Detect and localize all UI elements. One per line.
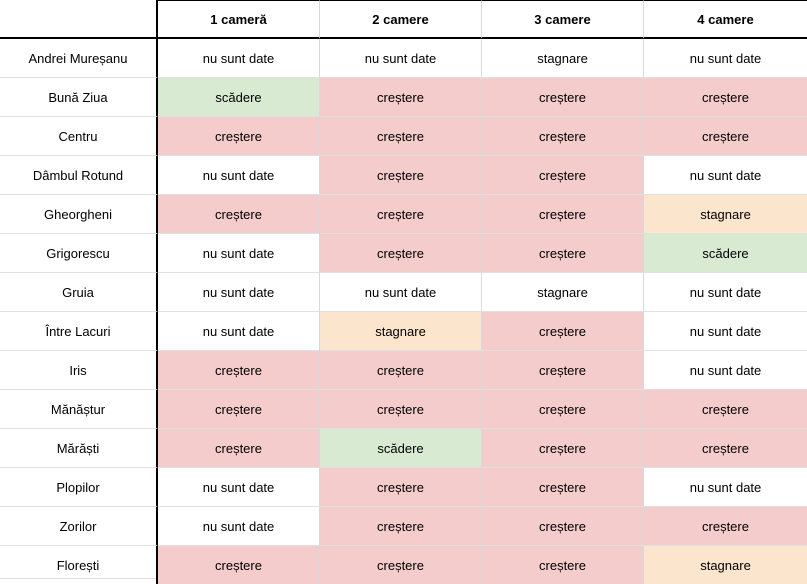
trend-cell: creștere <box>158 390 320 429</box>
trend-cell: creștere <box>482 195 644 234</box>
trend-cell: nu sunt date <box>158 234 320 273</box>
trend-cell: creștere <box>158 429 320 468</box>
trend-cell: creștere <box>482 468 644 507</box>
trend-cell: creștere <box>482 351 644 390</box>
trend-cell: creștere <box>320 468 482 507</box>
trend-cell: nu sunt date <box>158 312 320 351</box>
row-label-iris: Iris <box>0 351 158 390</box>
trend-cell: stagnare <box>482 39 644 78</box>
row-label-dambul-rotund: Dâmbul Rotund <box>0 156 158 195</box>
trend-cell: creștere <box>482 429 644 468</box>
row-label-zorilor: Zorilor <box>0 507 158 546</box>
row-label-buna-ziua: Bună Ziua <box>0 78 158 117</box>
trend-cell: nu sunt date <box>644 273 807 312</box>
trend-cell: creștere <box>320 234 482 273</box>
column-header-1-camera: 1 cameră <box>158 0 320 39</box>
trend-cell: nu sunt date <box>644 468 807 507</box>
trend-cell: nu sunt date <box>158 156 320 195</box>
trend-cell: stagnare <box>644 546 807 584</box>
corner-cell <box>0 0 158 39</box>
row-label-manastur: Mănăștur <box>0 390 158 429</box>
trend-cell: nu sunt date <box>320 273 482 312</box>
trend-cell: creștere <box>644 390 807 429</box>
trend-cell: nu sunt date <box>644 156 807 195</box>
trend-cell: nu sunt date <box>644 39 807 78</box>
trend-cell: creștere <box>482 390 644 429</box>
trend-cell: nu sunt date <box>644 312 807 351</box>
row-label-gheorgheni: Gheorgheni <box>0 195 158 234</box>
trend-cell: creștere <box>320 195 482 234</box>
trend-cell: creștere <box>644 429 807 468</box>
trend-cell: creștere <box>482 507 644 546</box>
trend-cell: nu sunt date <box>644 351 807 390</box>
trend-cell: nu sunt date <box>158 39 320 78</box>
row-label-grigorescu: Grigorescu <box>0 234 158 273</box>
trend-cell: nu sunt date <box>158 468 320 507</box>
trend-cell: creștere <box>482 156 644 195</box>
row-label-gruia: Gruia <box>0 273 158 312</box>
trend-cell: scădere <box>158 78 320 117</box>
trend-cell: creștere <box>482 546 644 584</box>
trend-cell: creștere <box>320 390 482 429</box>
trend-cell: creștere <box>320 156 482 195</box>
row-label-intre-lacuri: Între Lacuri <box>0 312 158 351</box>
trend-cell: nu sunt date <box>320 39 482 78</box>
trend-cell: nu sunt date <box>158 273 320 312</box>
trend-cell: creștere <box>320 507 482 546</box>
trend-cell: creștere <box>644 117 807 156</box>
trend-cell: scădere <box>320 429 482 468</box>
trend-cell: creștere <box>320 117 482 156</box>
row-label-centru: Centru <box>0 117 158 156</box>
row-label-andrei-muresanu: Andrei Mureșanu <box>0 39 158 78</box>
trend-cell: creștere <box>158 117 320 156</box>
trend-cell: creștere <box>644 78 807 117</box>
trend-cell: stagnare <box>482 273 644 312</box>
trend-cell: nu sunt date <box>158 507 320 546</box>
trend-cell: creștere <box>320 546 482 584</box>
trend-cell: stagnare <box>320 312 482 351</box>
trend-cell: stagnare <box>644 195 807 234</box>
trend-cell: creștere <box>158 546 320 584</box>
trend-cell: scădere <box>644 234 807 273</box>
trend-cell: creștere <box>320 78 482 117</box>
row-label-plopilor: Plopilor <box>0 468 158 507</box>
label-column-bottom-edge <box>0 578 156 584</box>
trend-cell: creștere <box>482 78 644 117</box>
column-header-4-camere: 4 camere <box>644 0 807 39</box>
row-label-floresti: Florești <box>0 546 158 584</box>
trend-cell: creștere <box>158 351 320 390</box>
trend-cell: creștere <box>482 234 644 273</box>
trend-cell: creștere <box>644 507 807 546</box>
row-label-marasti: Mărăști <box>0 429 158 468</box>
trend-cell: creștere <box>320 351 482 390</box>
trend-cell: creștere <box>482 117 644 156</box>
trend-cell: creștere <box>158 195 320 234</box>
column-header-3-camere: 3 camere <box>482 0 644 39</box>
trend-cell: creștere <box>482 312 644 351</box>
column-header-2-camere: 2 camere <box>320 0 482 39</box>
